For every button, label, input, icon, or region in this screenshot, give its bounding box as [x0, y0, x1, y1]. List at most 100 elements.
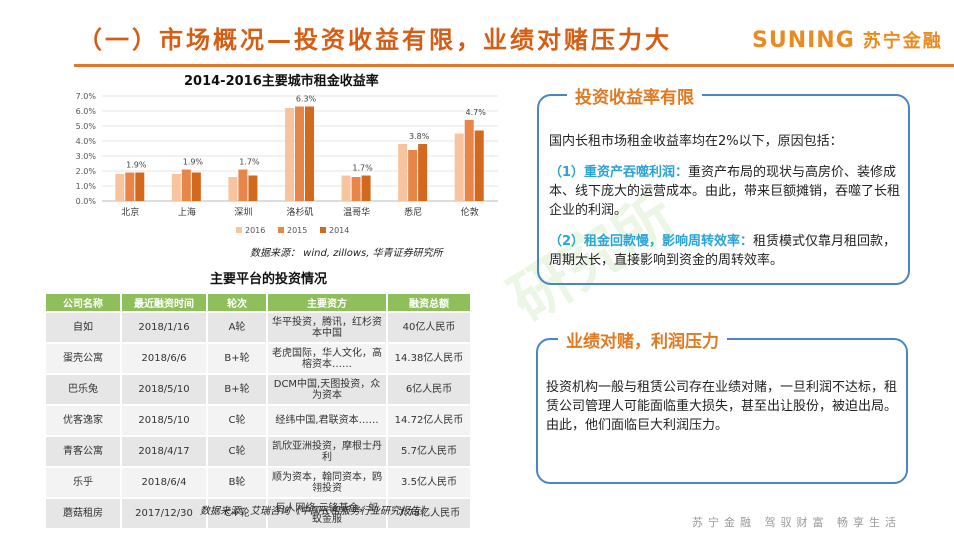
page-title: （一）市场概况—投资收益有限，业绩对赌压力大: [78, 26, 672, 54]
bar: [398, 144, 408, 201]
cell-date: 2017/12/30: [122, 499, 206, 528]
x-tick-label: 温哥华: [343, 206, 370, 218]
yield-limited-box: 投资收益率有限 国内长租市场租金收益率均在2%以下，原因包括： （1）重资产吞噬…: [537, 83, 910, 285]
y-tick-label: 6.0%: [76, 107, 97, 116]
col-header-company: 公司名称: [46, 294, 120, 311]
bar: [408, 150, 418, 201]
data-label: 6.3%: [296, 95, 317, 104]
y-tick-label: 4.0%: [76, 137, 97, 146]
cell-investors: 顺为资本，翰同资本，鸥翎投资: [268, 468, 386, 497]
data-label: 1.9%: [183, 158, 204, 167]
bar: [115, 174, 125, 201]
cell-company: 自如: [46, 313, 120, 342]
y-tick-label: 7.0%: [76, 92, 97, 101]
rent-yield-chart: 0.0% 1.0% 2.0% 3.0% 4.0% 5.0% 6.0% 7.0% 1.9% 北京 1.…: [76, 92, 498, 235]
title-divider: [74, 64, 954, 67]
legend-label: 2015: [287, 226, 307, 235]
table-header-row: 公司名称 最近融资时间 轮次 主要资方 融资总额: [46, 294, 470, 311]
cell-company: 巴乐兔: [46, 375, 120, 404]
point-2-text: 租赁模式仅靠月租回款，周期太长，直接影响到资金的周转效率。: [549, 234, 897, 268]
point-1-text: 重资产布局的现状与高房价、装修成本、线下庞大的运营成本。由此，带来巨额摊销，吞噬…: [549, 165, 901, 218]
bar: [181, 169, 191, 201]
cell-round: C轮: [208, 437, 266, 466]
data-label: 4.7%: [466, 108, 487, 117]
earnout-box: 业绩对赌，利润压力 投资机构一般与租赁公司存在业绩对赌，一旦利润不达标，租赁公司…: [536, 327, 908, 484]
yield-limited-heading: 投资收益率有限: [567, 83, 702, 108]
cell-round: B轮: [208, 468, 266, 497]
yield-intro: 国内长租市场租金收益率均在2%以下，原因包括：: [549, 134, 843, 149]
table-row: 自如 2018/1/16 A轮 华平投资，腾讯，红杉资本中国 40亿人民币: [46, 313, 470, 342]
yield-point-1: （1）重资产吞噬利润：重资产布局的现状与高房价、装修成本、线下庞大的运营成本。由…: [549, 163, 905, 220]
cell-company: 蘑菇租房: [46, 499, 120, 528]
cell-date: 2018/6/6: [122, 344, 206, 373]
table-source: 数据来源：艾瑞咨询《中国长租服务行业研究报告》: [200, 506, 430, 517]
bar: [454, 133, 464, 201]
table-row: 蛋壳公寓 2018/6/6 B+轮 老虎国际，华人文化，高榕资本…… 14.38…: [46, 344, 470, 373]
bar: [171, 174, 181, 201]
table-row: 乐乎 2018/6/4 B轮 顺为资本，翰同资本，鸥翎投资 3.5亿人民币: [46, 468, 470, 497]
cell-round: B+轮: [208, 344, 266, 373]
cell-round: C轮: [208, 406, 266, 435]
bar: [285, 108, 294, 201]
col-header-round: 轮次: [208, 294, 266, 311]
table-row: 优客逸家 2018/5/10 C轮 经纬中国,君联资本…… 14.72亿人民币: [46, 406, 470, 435]
cell-company: 青客公寓: [46, 437, 120, 466]
bar: [295, 106, 304, 201]
legend-swatch: [278, 227, 284, 233]
cell-date: 2018/6/4: [122, 468, 206, 497]
cell-date: 2018/1/16: [122, 313, 206, 342]
yield-point-2: （2）租金回款慢，影响周转效率：租赁模式仅靠月租回款，周期太长，直接影响到资金的…: [549, 232, 905, 270]
footer-slogan: 苏宁金融 驾驭财富 畅享生活: [692, 516, 901, 529]
data-label: 1.7%: [352, 164, 373, 173]
cell-amount: 14.38亿人民币: [388, 344, 470, 373]
point-2-label: （2）租金回款慢，影响周转效率：: [549, 234, 754, 249]
earnout-heading: 业绩对赌，利润压力: [558, 327, 727, 352]
bar: [191, 172, 201, 201]
point-1-label: （1）重资产吞噬利润：: [549, 165, 689, 180]
cell-investors: 凯欣亚洲投资，摩根士丹利: [268, 437, 386, 466]
table-title: 主要平台的投资情况: [210, 272, 328, 287]
x-tick-label: 伦敦: [461, 206, 479, 218]
chart-title: 2014-2016主要城市租金收益率: [184, 74, 379, 89]
investment-table: 公司名称 最近融资时间 轮次 主要资方 融资总额 自如 2018/1/16 A轮…: [44, 292, 472, 530]
cell-amount: 6亿人民币: [388, 375, 470, 404]
bar: [125, 172, 135, 201]
x-tick-label: 悉尼: [404, 206, 422, 218]
bar: [305, 106, 314, 201]
bar: [464, 120, 474, 201]
cell-amount: 40亿人民币: [388, 313, 470, 342]
brand-logo: SUNING 苏宁金融: [752, 27, 943, 53]
cell-round: B+轮: [208, 375, 266, 404]
cell-amount: 3.5亿人民币: [388, 468, 470, 497]
chart-source: 数据来源： wind, zillows, 华青证券研究所: [250, 248, 443, 259]
bar: [135, 172, 145, 201]
bar: [341, 175, 351, 201]
cell-investors: DCM中国,天图投资，众为资本: [268, 375, 386, 404]
y-tick-label: 2.0%: [76, 167, 97, 176]
table-row: 巴乐兔 2018/5/10 B+轮 DCM中国,天图投资，众为资本 6亿人民币: [46, 375, 470, 404]
cell-round: C+轮: [208, 499, 266, 528]
earnout-text: 投资机构一般与租赁公司存在业绩对赌，一旦利润不达标，租赁公司管理人可能面临重大损…: [546, 380, 898, 433]
cell-date: 2018/5/10: [122, 406, 206, 435]
y-tick-label: 1.0%: [76, 182, 97, 191]
x-tick-label: 深圳: [234, 207, 252, 218]
earnout-body: 投资机构一般与租赁公司存在业绩对赌，一旦利润不达标，租赁公司管理人可能面临重大损…: [546, 378, 902, 447]
cell-company: 乐乎: [46, 468, 120, 497]
cell-date: 2018/5/10: [122, 375, 206, 404]
cell-investors: 华平投资，腾讯，红杉资本中国: [268, 313, 386, 342]
x-tick-label: 上海: [178, 206, 196, 218]
col-header-date: 最近融资时间: [122, 294, 206, 311]
data-label: 3.8%: [409, 132, 430, 141]
legend-label: 2014: [329, 226, 349, 235]
col-header-amount: 融资总额: [388, 294, 470, 311]
bar: [418, 144, 428, 201]
table-row: 蘑菇租房 2017/12/30 C+轮 巨人网络,云锋基金，蚂蚁金服 7.78亿…: [46, 499, 470, 528]
cell-amount: 14.72亿人民币: [388, 406, 470, 435]
cell-date: 2018/4/17: [122, 437, 206, 466]
cell-round: A轮: [208, 313, 266, 342]
y-tick-label: 5.0%: [76, 122, 97, 131]
x-tick-label: 北京: [121, 206, 139, 218]
y-tick-label: 0.0%: [76, 197, 97, 206]
brand-logo-cn: 苏宁金融: [862, 31, 943, 52]
x-tick-label: 洛杉矶: [286, 206, 313, 218]
